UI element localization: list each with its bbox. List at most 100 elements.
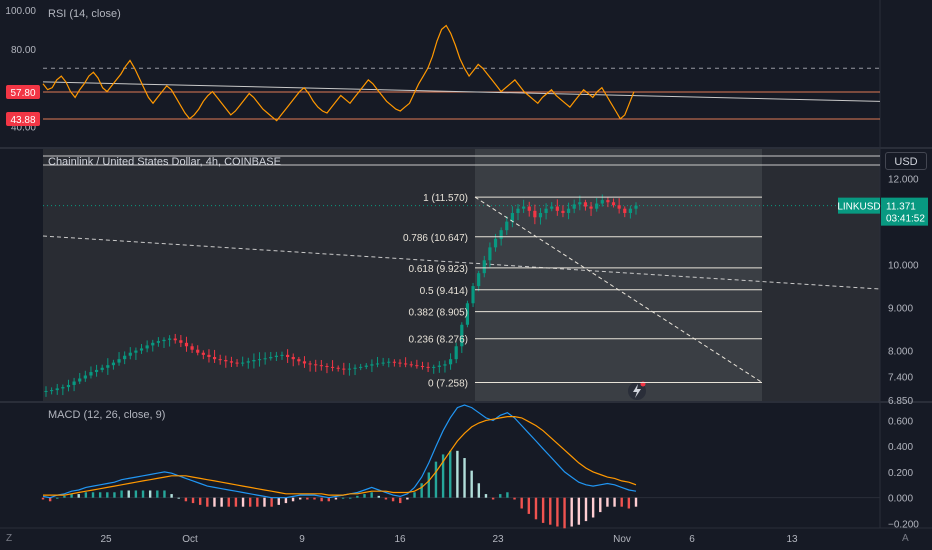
candle[interactable] [488,247,492,261]
candle[interactable] [207,354,211,358]
candle[interactable] [151,342,155,346]
candle[interactable] [432,366,436,368]
candle[interactable] [482,260,486,274]
candle[interactable] [634,205,638,209]
candle[interactable] [375,363,380,365]
candle[interactable] [61,387,65,389]
candle[interactable] [55,388,59,391]
candle[interactable] [617,205,621,209]
candle[interactable] [89,372,93,376]
candle[interactable] [241,362,245,364]
candle[interactable] [516,208,520,213]
candle[interactable] [280,354,284,356]
candle[interactable] [392,361,396,363]
candle[interactable] [179,340,183,343]
candle[interactable] [224,360,228,362]
candle[interactable] [145,345,149,349]
candle[interactable] [471,286,475,304]
candle[interactable] [550,206,554,209]
candle[interactable] [583,202,588,207]
candle[interactable] [302,361,307,364]
candle[interactable] [415,365,419,367]
candle[interactable] [460,324,464,347]
candle[interactable] [595,203,599,209]
price-pane[interactable]: 12.000 10.000 9.000 8.000 7.400 6.850 LINKUSD 1… [42,175,928,407]
candle[interactable] [387,361,391,363]
rsi-pane[interactable]: 100.00 80.00 40.00 57.80 43.88 [5,6,881,134]
candle[interactable] [555,206,559,211]
candle[interactable] [611,202,616,206]
candle[interactable] [212,357,217,360]
candle[interactable] [606,200,610,203]
candle[interactable] [246,361,250,363]
candle[interactable] [443,364,447,366]
candle[interactable] [72,381,76,385]
candle[interactable] [78,378,82,382]
macd-title[interactable]: MACD (12, 26, close, 9) [48,409,166,421]
candle[interactable] [50,390,54,392]
candle[interactable] [201,352,205,355]
candle[interactable] [522,206,526,209]
candle[interactable] [274,355,278,358]
candle[interactable] [347,368,352,370]
candle[interactable] [128,352,132,356]
candle[interactable] [566,208,571,213]
auto-scale-button[interactable]: A [902,533,909,544]
candle[interactable] [286,354,290,358]
macd-line[interactable] [42,404,637,499]
candle[interactable] [83,375,87,379]
candle[interactable] [510,212,514,222]
macd-pane[interactable]: 0.600 0.400 0.200 0.000 −0.200 [41,404,920,530]
candle[interactable] [263,358,267,360]
candle[interactable] [381,362,385,364]
candle[interactable] [235,362,239,364]
candle[interactable] [623,208,627,213]
candle[interactable] [269,357,273,359]
candle[interactable] [370,364,374,366]
candle[interactable] [123,355,127,360]
candle[interactable] [330,366,335,368]
candle[interactable] [106,365,110,368]
candle[interactable] [572,204,576,209]
candle[interactable] [465,303,470,325]
candle[interactable] [100,367,104,370]
candle[interactable] [196,349,200,353]
candle[interactable] [252,360,256,362]
candle[interactable] [297,359,301,362]
candle[interactable] [448,359,453,365]
candle[interactable] [162,339,166,342]
candle[interactable] [364,365,368,367]
fib-retracement[interactable]: 1 (11.570) 0.786 (10.647) 0.618 (9.923) 0.5… [403,193,763,389]
currency-button[interactable]: USD [885,152,927,170]
candle[interactable] [477,273,481,287]
candle[interactable] [319,365,323,367]
candle[interactable] [404,363,408,365]
candle[interactable] [426,366,430,368]
candle[interactable] [190,346,194,350]
candle[interactable] [454,346,458,360]
candle[interactable] [218,359,222,361]
candle[interactable] [229,361,234,363]
candle[interactable] [499,230,503,239]
candle[interactable] [308,363,312,365]
candle[interactable] [111,362,116,366]
candle[interactable] [66,384,71,388]
candle[interactable] [533,210,537,218]
candle[interactable] [561,210,565,213]
rsi-trendline[interactable] [42,81,881,102]
candle[interactable] [342,368,346,370]
candle[interactable] [314,364,318,366]
rsi-title[interactable]: RSI (14, close) [48,8,121,20]
signal-line[interactable] [43,416,637,496]
candle[interactable] [493,238,498,248]
candle[interactable] [291,357,295,360]
timezone-z-button[interactable]: Z [6,533,13,544]
candle[interactable] [628,208,632,213]
candle[interactable] [44,390,48,392]
candle[interactable] [117,359,121,363]
candle[interactable] [420,366,425,368]
candle[interactable] [578,202,582,205]
candle[interactable] [156,341,160,343]
symbol-title[interactable]: Chainlink / United States Dollar, 4h, CO… [48,156,281,168]
